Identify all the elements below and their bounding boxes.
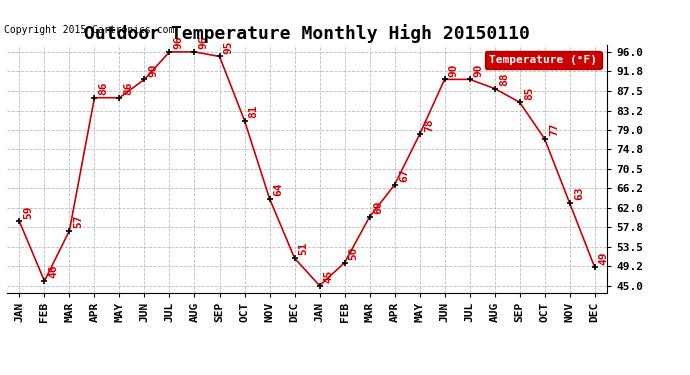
Text: 90: 90 [474,63,484,76]
Text: 59: 59 [23,205,34,219]
Text: 86: 86 [124,81,134,95]
Text: 96: 96 [199,36,208,49]
Text: 85: 85 [524,86,534,99]
Legend: Temperature (°F): Temperature (°F) [485,51,602,69]
Text: 64: 64 [274,182,284,196]
Text: 96: 96 [174,36,184,49]
Text: 81: 81 [248,104,259,118]
Text: 86: 86 [99,81,108,95]
Text: 51: 51 [299,242,308,255]
Text: 49: 49 [599,251,609,264]
Text: 95: 95 [224,40,234,54]
Text: 78: 78 [424,118,434,132]
Text: 60: 60 [374,201,384,214]
Text: 63: 63 [574,187,584,200]
Text: 77: 77 [549,123,559,136]
Title: Outdoor Temperature Monthly High 20150110: Outdoor Temperature Monthly High 2015011… [84,24,530,44]
Text: 45: 45 [324,269,334,283]
Text: 46: 46 [48,265,59,278]
Text: 90: 90 [148,63,159,76]
Text: 57: 57 [74,214,83,228]
Text: 67: 67 [399,168,408,182]
Text: Copyright 2015 Cartronics.com: Copyright 2015 Cartronics.com [4,25,175,35]
Text: 88: 88 [499,72,509,86]
Text: 50: 50 [348,246,359,260]
Text: 90: 90 [448,63,459,76]
